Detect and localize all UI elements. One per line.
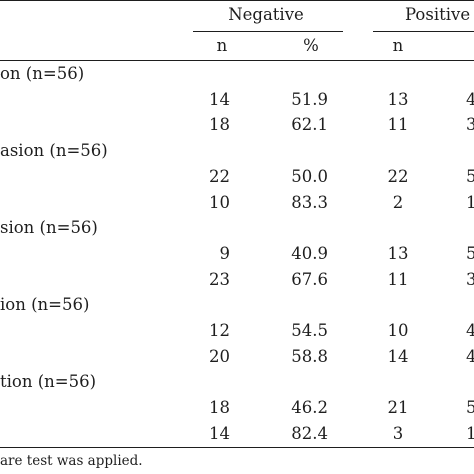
positive-pct-cell: 4: [466, 321, 474, 340]
positive-n-cell: 14: [387, 346, 409, 366]
negative-pct-cell: 46.2: [291, 398, 328, 418]
negative-n-cell: 14: [209, 423, 230, 443]
category-label: ion (n=56): [0, 295, 90, 315]
category-label: tion (n=56): [0, 372, 97, 392]
negative-n-cell: 22: [209, 166, 230, 186]
negative-group-rule: [193, 31, 343, 32]
positive-pct-cell: 3: [466, 269, 474, 289]
negative-n-cell: 9: [219, 243, 231, 263]
negative-pct-cell: 40.9: [291, 243, 328, 263]
header-negative-n: n: [216, 36, 228, 55]
top-rule: [0, 0, 474, 1]
positive-n-cell: 21: [387, 398, 409, 418]
category-label: on (n=56): [0, 64, 85, 83]
positive-pct-cell: 5: [466, 398, 474, 418]
header-positive-n: n: [392, 36, 404, 55]
category-label: asion (n=56): [0, 141, 108, 161]
negative-n-cell: 10: [209, 192, 230, 212]
positive-pct-cell: 1: [466, 192, 474, 212]
negative-n-cell: 18: [209, 115, 230, 135]
negative-n-cell: 12: [209, 321, 230, 340]
positive-pct-cell: 5: [466, 243, 474, 263]
negative-pct-cell: 51.9: [291, 89, 328, 109]
positive-n-cell: 3: [392, 423, 404, 443]
positive-n-cell: 10: [387, 321, 409, 340]
category-label: sion (n=56): [0, 218, 98, 238]
positive-pct-cell: 5: [466, 166, 474, 186]
positive-n-cell: 13: [387, 89, 409, 109]
negative-n-cell: 20: [209, 346, 230, 366]
negative-n-cell: 18: [209, 398, 230, 418]
positive-n-cell: 13: [387, 243, 409, 263]
negative-pct-cell: 58.8: [291, 346, 328, 366]
positive-n-cell: 2: [392, 192, 404, 212]
positive-pct-cell: 4: [466, 89, 474, 109]
negative-pct-cell: 54.5: [291, 321, 328, 340]
header-negative: Negative: [228, 5, 304, 24]
header-negative-pct: %: [303, 36, 319, 55]
header-rule: [0, 60, 474, 61]
positive-n-cell: 22: [387, 166, 409, 186]
positive-group-rule: [373, 31, 474, 32]
positive-pct-cell: 3: [466, 115, 474, 135]
table-footnote: are test was applied.: [0, 453, 143, 469]
positive-n-cell: 11: [387, 269, 409, 289]
negative-pct-cell: 50.0: [291, 166, 328, 186]
bottom-rule: [0, 447, 474, 448]
negative-n-cell: 14: [209, 89, 230, 109]
negative-pct-cell: 82.4: [291, 423, 328, 443]
positive-n-cell: 11: [387, 115, 409, 135]
negative-n-cell: 23: [209, 269, 230, 289]
negative-pct-cell: 62.1: [291, 115, 328, 135]
negative-pct-cell: 67.6: [291, 269, 328, 289]
header-positive: Positive: [405, 5, 471, 24]
positive-pct-cell: 4: [466, 346, 474, 366]
positive-pct-cell: 1: [466, 423, 474, 443]
negative-pct-cell: 83.3: [291, 192, 328, 212]
